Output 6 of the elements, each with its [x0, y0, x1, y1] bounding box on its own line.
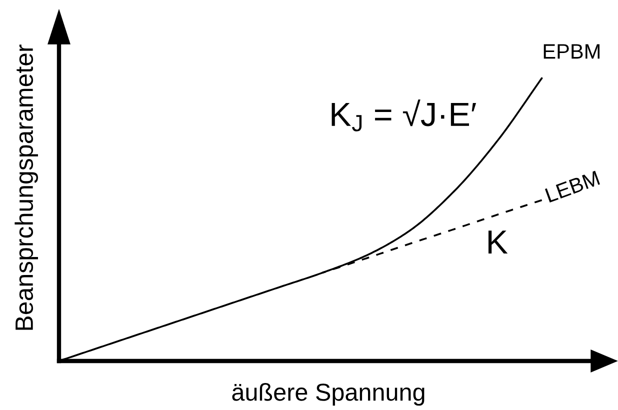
series-label: EPBM — [544, 44, 600, 59]
y-axis-title: Beansprchungsparameter — [14, 44, 38, 330]
annotation: K$_{J}$ = √J·E′ — [332, 100, 476, 132]
annotation: K — [488, 230, 508, 254]
x-axis-title: äußere Spannung — [232, 383, 424, 406]
text: LEBM — [544, 170, 600, 202]
